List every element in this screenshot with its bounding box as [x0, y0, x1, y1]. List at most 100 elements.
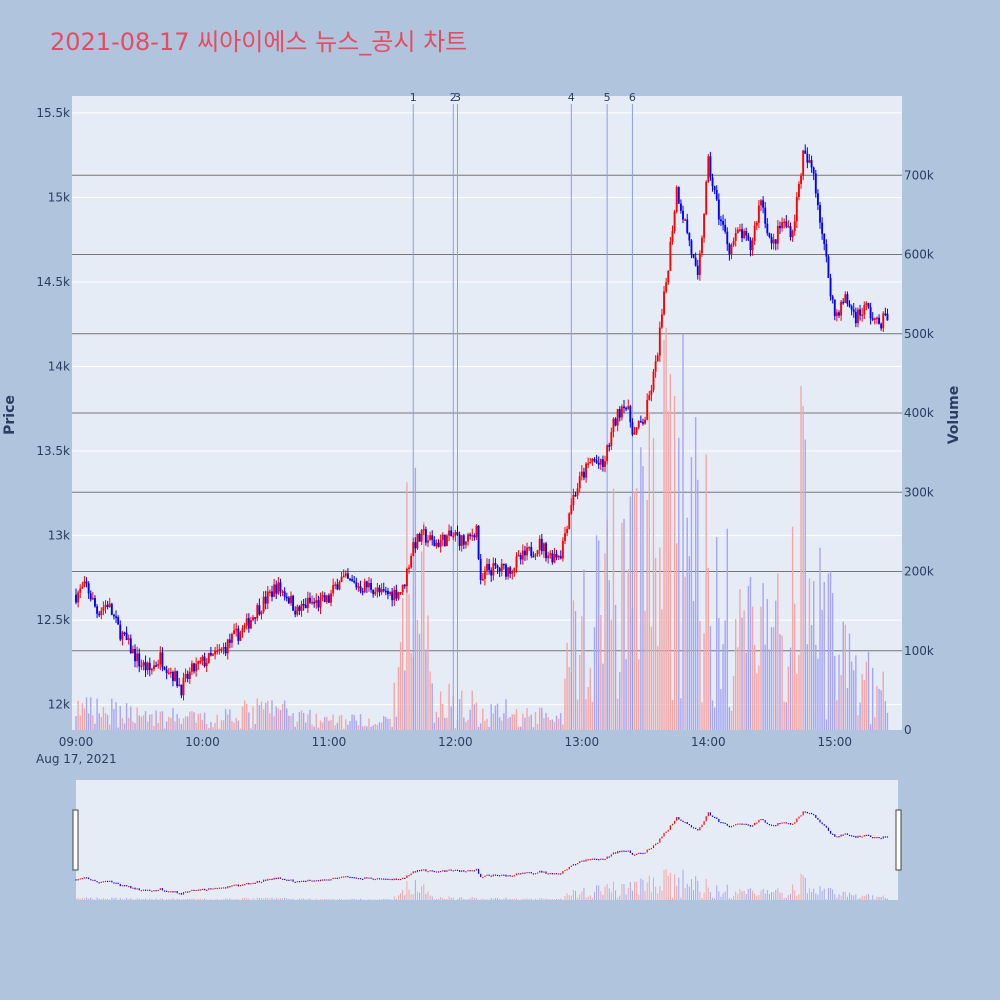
range-slider[interactable] [76, 780, 898, 900]
slider-volume-bar [572, 890, 574, 900]
volume-bar [372, 725, 374, 730]
candle-body [125, 632, 128, 641]
volume-bar [661, 609, 663, 730]
slider-volume-bar [693, 890, 695, 900]
volume-bar [410, 652, 412, 730]
slider-candle [351, 876, 353, 879]
slider-volume-bar [513, 898, 515, 900]
volume-bar [817, 658, 819, 730]
candle-body [443, 534, 446, 547]
slider-candle [532, 873, 534, 875]
volume-bar [136, 707, 138, 730]
candle-body [231, 633, 233, 643]
candle-body [317, 600, 320, 608]
slider-candle [277, 877, 279, 880]
slider-volume-bar [416, 891, 418, 900]
slider-candle [644, 852, 646, 854]
volume-bar [157, 723, 159, 730]
volume-bar [718, 618, 720, 730]
volume-bar [161, 711, 164, 730]
slider-volume-bar [634, 881, 636, 900]
slider-volume-bar [564, 896, 566, 900]
volume-bar [180, 723, 183, 730]
volume-bar [709, 626, 712, 730]
volume-bar [389, 718, 391, 730]
volume-bar [610, 619, 613, 730]
volume-bar [229, 709, 231, 730]
volume-bar [79, 715, 81, 730]
slider-candle [836, 836, 838, 838]
slider-volume-bar [577, 897, 579, 900]
volume-bar [149, 714, 151, 730]
candle-body [287, 597, 290, 604]
slider-candle [79, 878, 81, 880]
slider-candle [855, 836, 857, 838]
slider-candle [433, 870, 435, 873]
volume-bar [305, 722, 307, 730]
slider-candle [309, 879, 311, 881]
candle-body [207, 652, 210, 663]
range-slider-right-handle[interactable] [895, 809, 902, 871]
volume-bar [98, 713, 100, 730]
y-tick-label: 12.5k [36, 613, 70, 627]
candle-body [268, 591, 271, 593]
slider-volume-bar [90, 897, 92, 900]
candle-body [835, 312, 838, 317]
slider-volume-bar [88, 898, 90, 900]
slider-candle [614, 852, 617, 854]
volume-bar [859, 702, 861, 730]
slider-candle [121, 885, 123, 887]
volume-bar [591, 701, 594, 730]
candle-body [509, 567, 512, 574]
slider-candle [787, 822, 789, 825]
slider-volume-bar [832, 889, 834, 900]
slider-candle [671, 823, 674, 826]
candle-body [353, 580, 356, 583]
slider-candle [216, 887, 218, 890]
volume-bar [290, 715, 292, 730]
slider-candle [642, 852, 644, 855]
volume-bar [804, 439, 806, 730]
candle-body [492, 563, 495, 576]
slider-volume-bar [204, 898, 206, 900]
slider-volume-bar [705, 878, 707, 900]
volume-bar [697, 479, 699, 730]
candle-body [873, 318, 876, 320]
volume-bar [349, 721, 351, 730]
slider-volume-bar [191, 898, 193, 900]
volume-bar [435, 711, 438, 730]
volume-bar [762, 582, 764, 730]
volume-bar [756, 673, 758, 730]
volume-bar [484, 720, 486, 730]
slider-volume-bar [846, 896, 848, 900]
volume-bar [458, 698, 461, 730]
slider-volume-bar [149, 898, 151, 900]
slider-volume-bar [642, 879, 644, 900]
candle-body [690, 240, 693, 255]
candle-body [608, 445, 611, 447]
candle-body [117, 617, 120, 625]
slider-candle [208, 888, 210, 890]
volume-bar [479, 723, 482, 730]
slider-volume-bar [730, 898, 732, 900]
slider-candle [709, 812, 712, 816]
candle-body [104, 604, 107, 608]
slider-volume-bar [258, 898, 260, 900]
candle-body [802, 150, 805, 176]
range-slider-left-handle[interactable] [72, 809, 79, 871]
candle-body [639, 421, 642, 423]
slider-volume-bar [456, 899, 458, 900]
volume-bar [277, 708, 280, 730]
slider-volume-bar [381, 899, 383, 900]
volume-bar [555, 715, 558, 730]
volume-bar [648, 412, 650, 730]
slider-candle [399, 878, 402, 881]
slider-volume-bar [855, 894, 857, 900]
volume-bar [178, 718, 180, 730]
candle-body [165, 669, 168, 673]
slider-candle [623, 850, 625, 852]
candle-body [190, 663, 193, 672]
slider-candle [378, 878, 381, 880]
slider-candle [286, 879, 288, 881]
slider-candle [461, 870, 463, 872]
